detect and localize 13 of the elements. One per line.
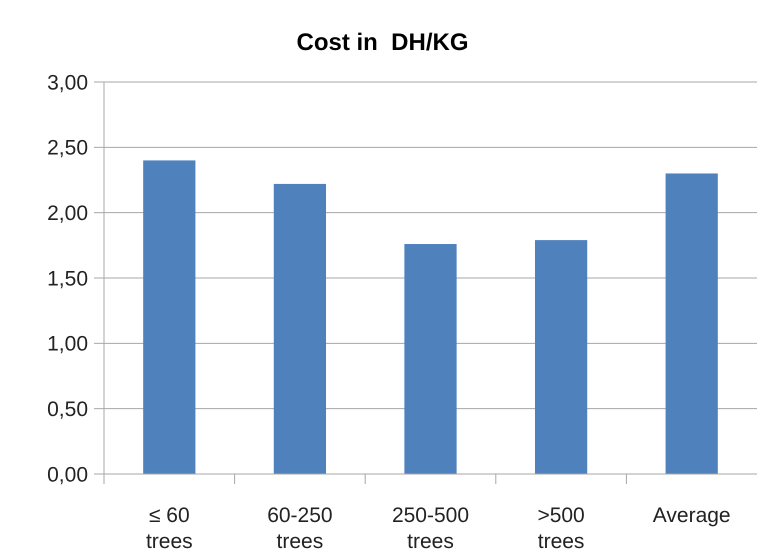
y-tick-label: 0,50 (47, 398, 88, 422)
x-tick-label: >500 trees (537, 504, 585, 553)
y-tick-label: 1,00 (47, 332, 88, 356)
y-tick-label: 3,00 (47, 71, 88, 94)
x-tick-label: 250-500 trees (392, 504, 470, 553)
y-tick-label: 2,50 (47, 136, 88, 160)
y-tick-label: 1,50 (47, 267, 88, 290)
x-tick-label: ≤ 60 trees (146, 504, 193, 553)
y-tick-label: 0,00 (47, 463, 88, 486)
x-tick-label: 60-250 trees (267, 504, 333, 553)
x-tick-label: Average (652, 504, 731, 527)
chart-title: Cost in DH/KG (296, 29, 468, 56)
y-tick-label: 2,00 (47, 202, 88, 226)
